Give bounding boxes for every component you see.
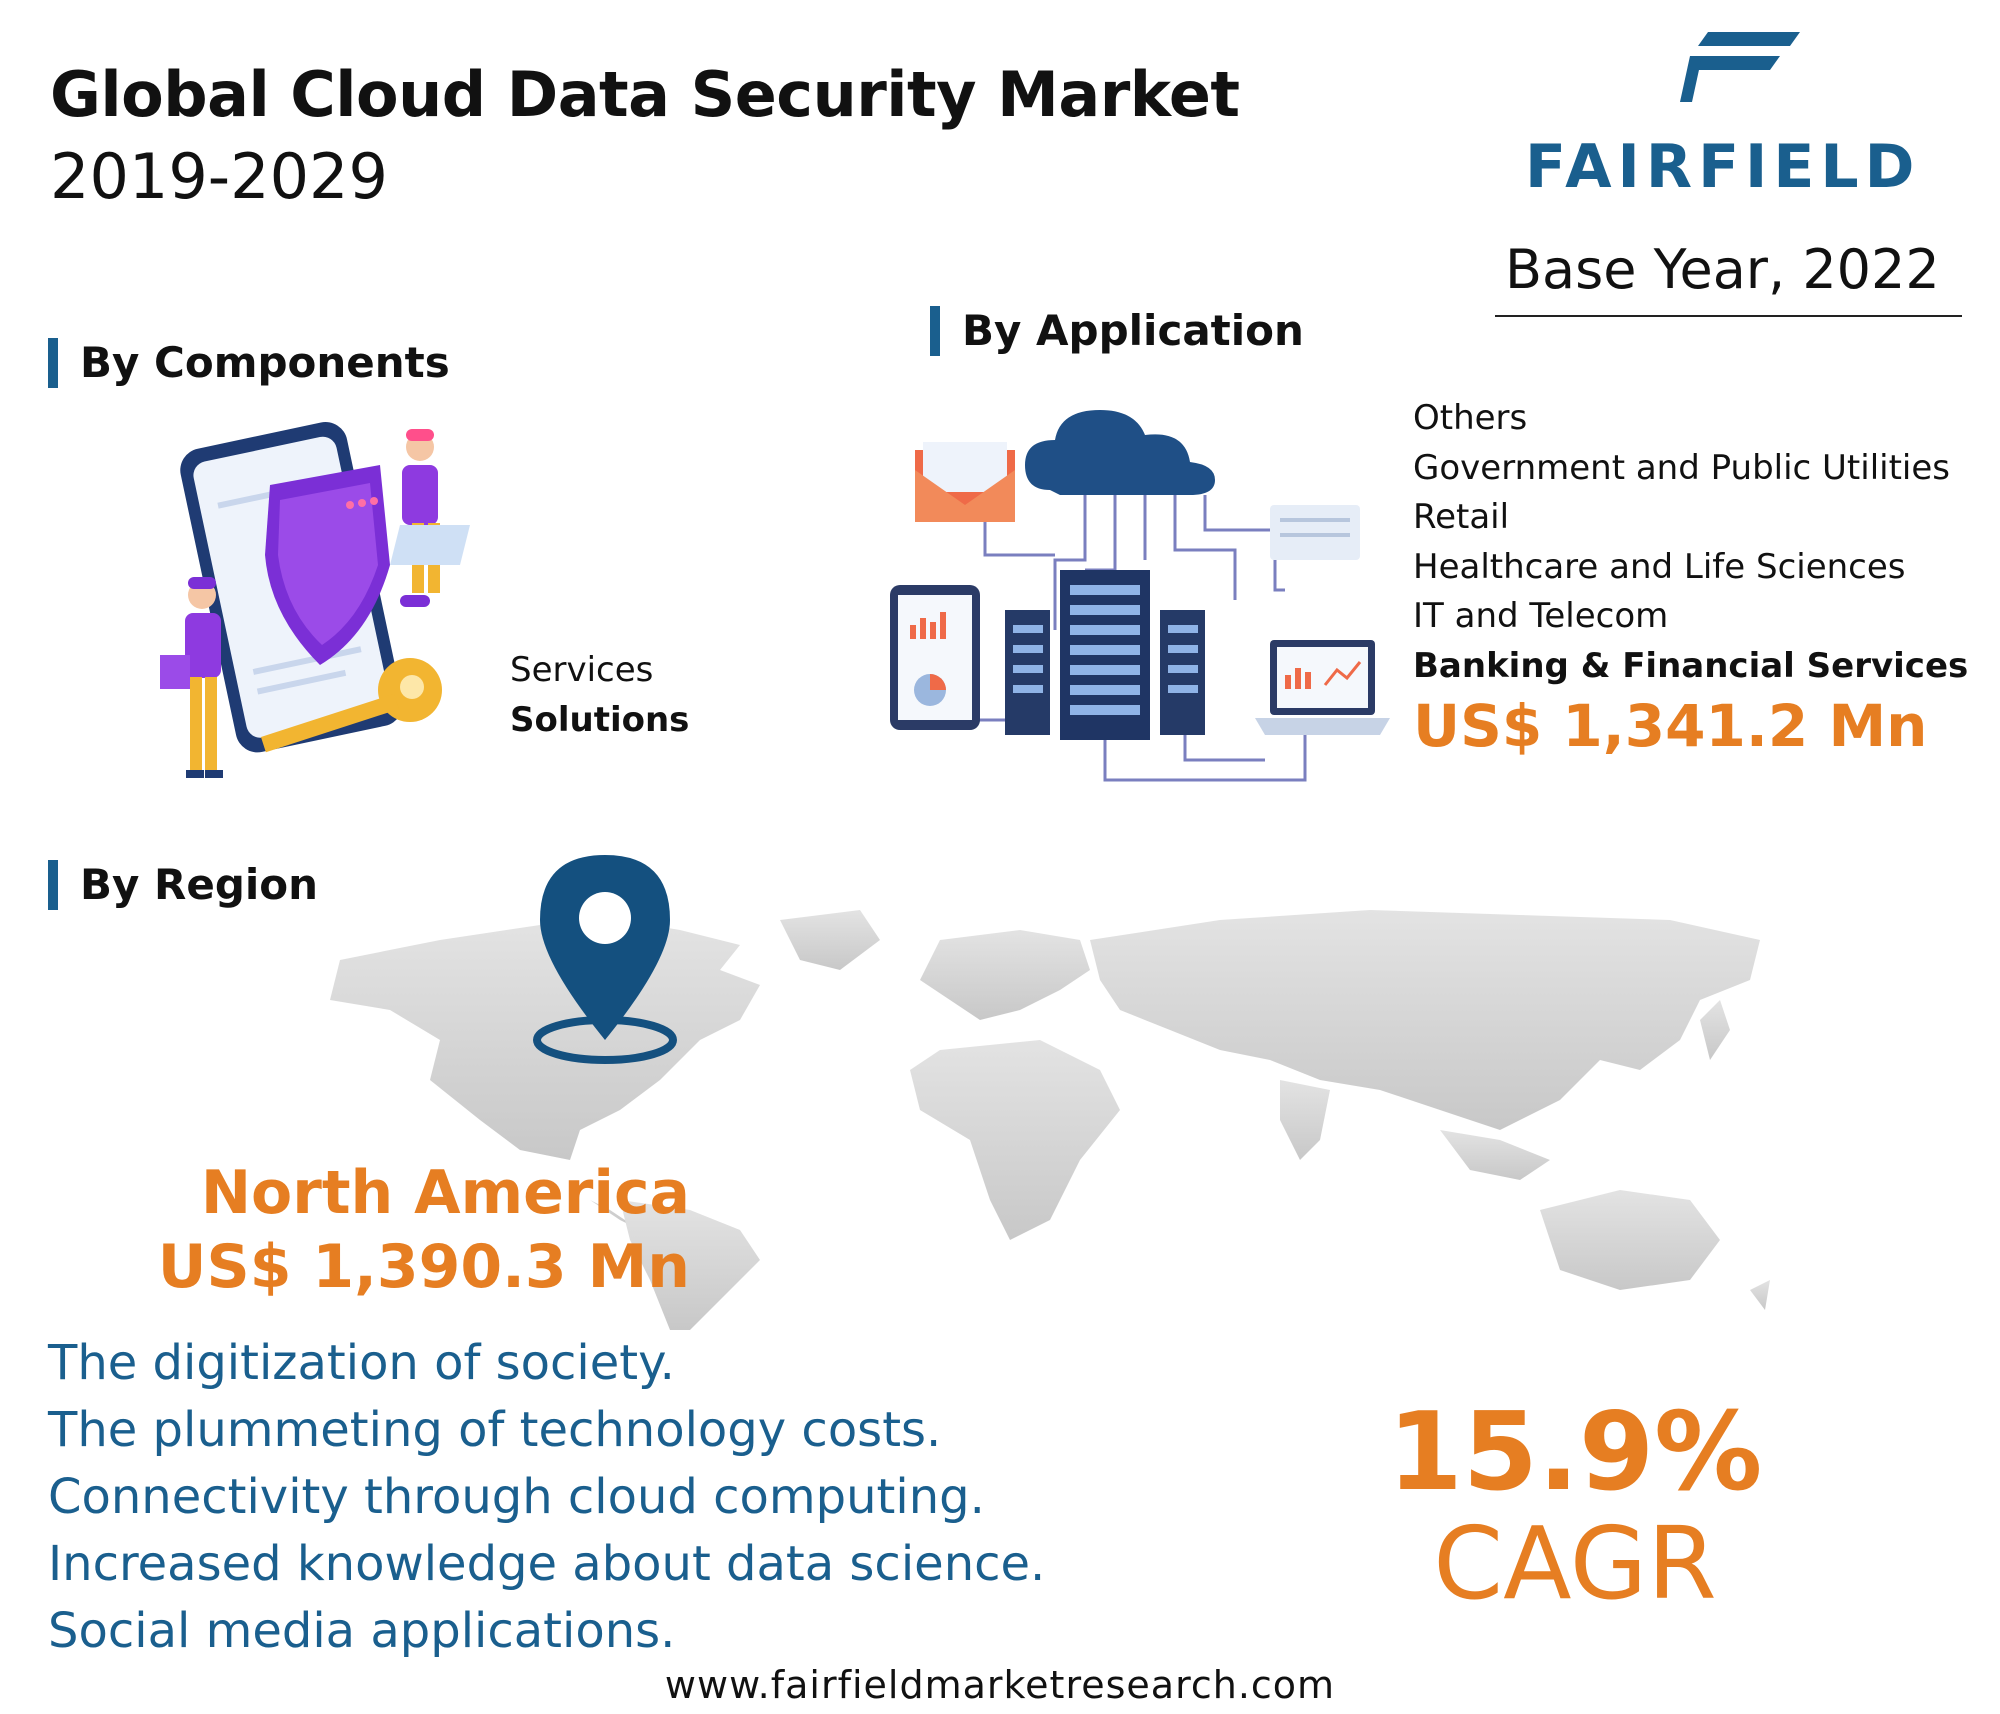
component-services: Services <box>510 650 654 690</box>
driver-item: Connectivity through cloud computing. <box>48 1469 985 1525</box>
application-it-telecom: IT and Telecom <box>1413 596 1669 636</box>
application-government: Government and Public Utilities <box>1413 448 1951 488</box>
fairfield-logo-icon <box>1680 32 1800 102</box>
base-year-underline <box>1495 315 1962 317</box>
forecast-period: 2019-2029 <box>50 140 388 213</box>
security-illustration-icon <box>160 422 470 778</box>
application-retail: Retail <box>1413 497 1510 537</box>
application-banking: Banking & Financial Services <box>1413 646 1969 686</box>
page-title: Global Cloud Data Security Market <box>50 58 1240 131</box>
component-solutions: Solutions <box>510 700 690 740</box>
application-others: Others <box>1413 398 1528 438</box>
driver-item: The plummeting of technology costs. <box>48 1402 942 1458</box>
brand-logo-text: FAIRFIELD <box>1525 132 1921 202</box>
website-url[interactable]: www.fairfieldmarketresearch.com <box>664 1663 1336 1707</box>
region-name: North America <box>200 1158 690 1228</box>
region-heading: By Region <box>48 860 318 910</box>
application-heading: By Application <box>930 306 1304 356</box>
cloud-server-illustration-icon <box>890 410 1390 782</box>
application-healthcare: Healthcare and Life Sciences <box>1413 547 1906 587</box>
location-pin-icon <box>533 855 677 1064</box>
cagr-label: CAGR <box>1433 1505 1717 1622</box>
application-value: US$ 1,341.2 Mn <box>1413 692 1928 760</box>
base-year: Base Year, 2022 <box>1505 238 1940 301</box>
components-heading: By Components <box>48 338 450 388</box>
cagr-value: 15.9% <box>1387 1390 1763 1515</box>
region-value: US$ 1,390.3 Mn <box>157 1232 690 1302</box>
driver-item: Increased knowledge about data science. <box>48 1536 1046 1592</box>
driver-item: Social media applications. <box>48 1603 676 1659</box>
world-map-icon <box>330 910 1770 1330</box>
driver-item: The digitization of society. <box>48 1335 675 1391</box>
